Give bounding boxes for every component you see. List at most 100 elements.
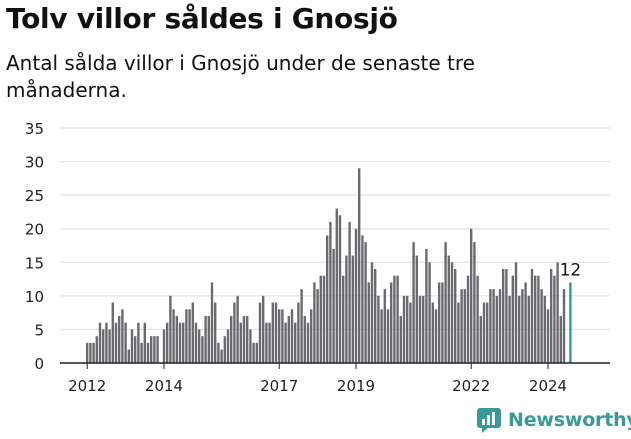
bar [351, 255, 354, 363]
bar [150, 336, 153, 363]
bar [396, 275, 399, 363]
bar [98, 322, 102, 363]
bar [246, 316, 249, 363]
bar [354, 228, 358, 363]
bar [114, 322, 118, 363]
bar-chart: 0 5 10 15 20 25 30 35 2012 2014 2017 2019 2022 2024 12 [25, 120, 610, 395]
bar [121, 309, 124, 363]
bar [236, 295, 239, 363]
bar [498, 289, 502, 363]
bar [220, 349, 223, 363]
bar [444, 242, 447, 363]
bar [367, 282, 370, 363]
bar [521, 289, 524, 363]
y-tick-label: 30 [25, 154, 44, 172]
bar [322, 275, 326, 363]
bar [543, 295, 546, 363]
bar [438, 282, 441, 363]
bar [175, 316, 178, 363]
bar [223, 336, 226, 363]
x-tick-label: 2012 [68, 377, 106, 395]
y-tick-label: 10 [25, 288, 44, 306]
bar-highlight [569, 282, 572, 363]
bar [479, 316, 482, 363]
bar [540, 289, 543, 363]
x-tick-label: 2014 [145, 377, 183, 395]
bar [399, 316, 402, 363]
bar [242, 316, 246, 363]
bar [422, 295, 425, 363]
bar [294, 322, 297, 363]
bar [182, 322, 185, 363]
newsworthy-logo-icon [477, 408, 501, 433]
highlight-value-label: 12 [560, 260, 582, 280]
bar [313, 282, 316, 363]
bar [310, 309, 313, 363]
bar [290, 309, 294, 363]
bar [364, 242, 367, 363]
bar [527, 295, 530, 363]
bar [134, 336, 137, 363]
bar [172, 309, 175, 363]
bar [447, 255, 450, 363]
bar [210, 282, 214, 363]
bar [265, 322, 268, 363]
bar [508, 295, 511, 363]
bar [466, 275, 470, 363]
bar [89, 342, 92, 363]
bar [249, 329, 252, 363]
bar [473, 242, 476, 363]
bar [534, 275, 537, 363]
bar [143, 322, 146, 363]
bar [300, 289, 303, 363]
bar [191, 302, 194, 363]
bar [130, 329, 134, 363]
bar [460, 289, 463, 363]
bar [418, 295, 422, 363]
bar [361, 235, 364, 363]
bar [402, 295, 406, 363]
bar [463, 289, 466, 363]
bar [281, 309, 284, 363]
bar [156, 336, 159, 363]
bar [524, 282, 527, 363]
bar [511, 275, 514, 363]
bar [146, 342, 150, 363]
bar [383, 289, 386, 363]
bar [169, 295, 172, 363]
bar [297, 302, 300, 363]
bar [92, 342, 95, 363]
bar [380, 309, 383, 363]
bar [390, 282, 393, 363]
bar [271, 302, 274, 363]
y-tick-label: 0 [34, 355, 44, 373]
bar [262, 295, 265, 363]
bar [284, 322, 287, 363]
brand-name: Newsworthy [508, 409, 631, 431]
bar [329, 222, 332, 363]
bar [140, 342, 143, 363]
bar [137, 322, 140, 363]
bar [386, 309, 390, 363]
bar [556, 262, 559, 363]
bar [316, 289, 319, 363]
bar [489, 289, 492, 363]
chart-subtitle: Antal sålda villor i Gnosjö under de sen… [6, 51, 475, 102]
bar [486, 302, 489, 363]
bar [204, 316, 207, 363]
bar [188, 309, 191, 363]
newsworthy-logo: Newsworthy [476, 407, 631, 433]
x-tick-label: 2024 [529, 377, 567, 395]
bar [258, 302, 262, 363]
bar [476, 275, 479, 363]
bar [214, 302, 217, 363]
bar [505, 269, 508, 363]
bar [454, 269, 457, 363]
bar [274, 302, 278, 363]
bar [124, 322, 127, 363]
bar [332, 248, 335, 363]
x-tick-label: 2017 [260, 377, 298, 395]
bar [86, 342, 89, 363]
chart-title: Tolv villor såldes i Gnosjö [6, 2, 398, 35]
bar [457, 302, 460, 363]
